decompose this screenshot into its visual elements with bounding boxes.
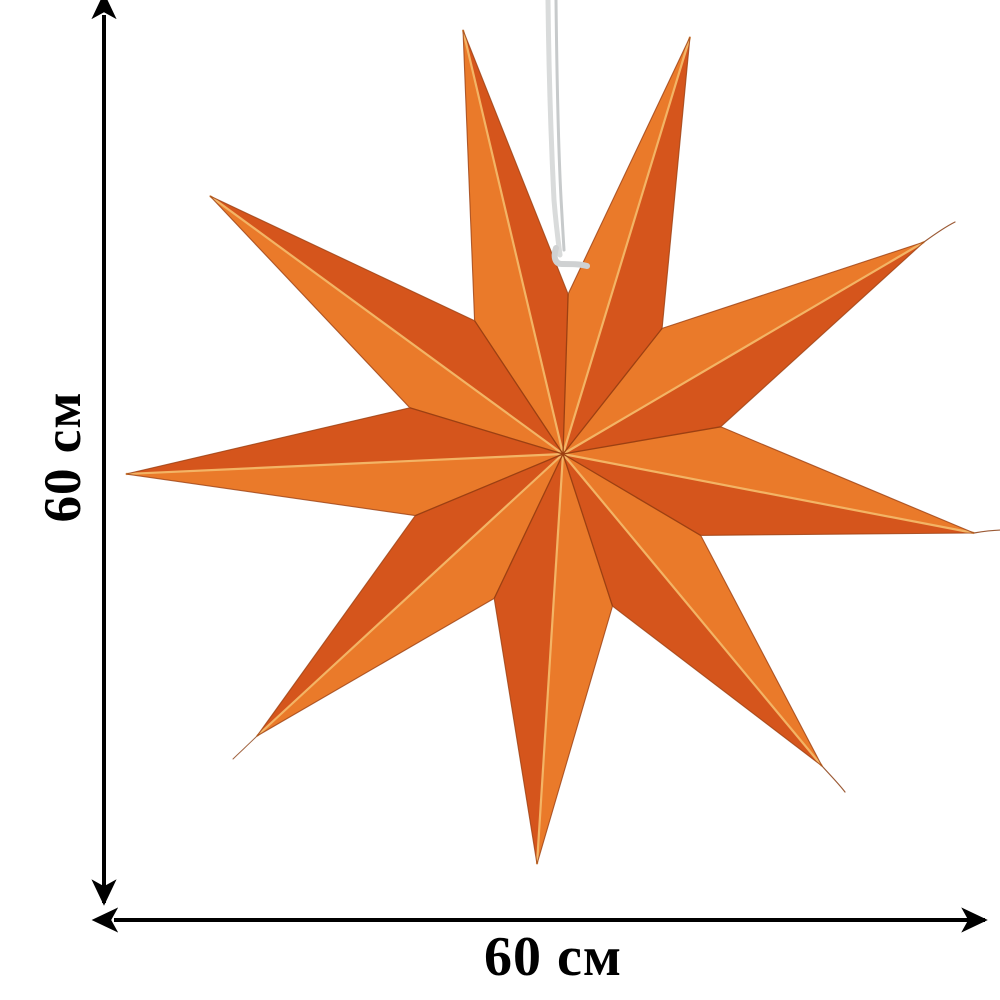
svg-text:60 см: 60 см xyxy=(34,392,92,523)
svg-text:60 см: 60 см xyxy=(484,926,622,988)
